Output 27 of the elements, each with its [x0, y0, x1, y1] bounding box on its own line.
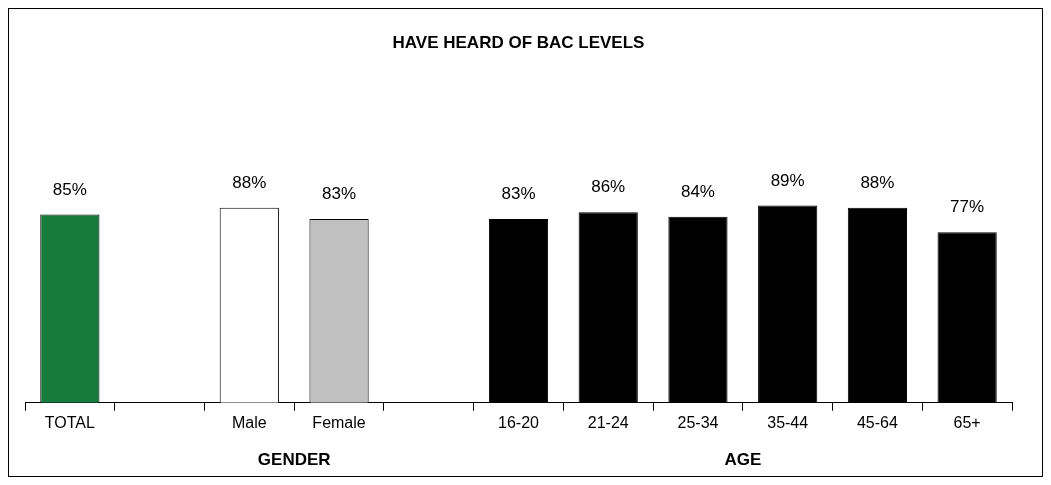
x-tick-label: 35-44: [767, 413, 809, 431]
bar: [488, 218, 549, 403]
text: GENDER: [257, 449, 331, 469]
data-label: 86%: [591, 177, 626, 197]
data-label: 88%: [232, 173, 267, 193]
x-tick-label: 16-20: [498, 413, 540, 431]
x-tick-label: Female: [312, 413, 366, 431]
chart-title: HAVE HEARD OF BAC LEVELS: [392, 32, 645, 52]
x-tick-label: 45-64: [856, 413, 898, 431]
bar: [578, 212, 638, 403]
data-label: 77%: [950, 197, 985, 217]
bar: [847, 207, 908, 403]
text: AGE: [724, 449, 762, 469]
bar: [937, 232, 997, 403]
bar: [758, 205, 818, 403]
bar: [668, 216, 728, 403]
x-tick-label: 21-24: [587, 413, 629, 431]
data-label: 83%: [322, 184, 357, 204]
data-label: 88%: [860, 173, 895, 193]
data-label: 84%: [680, 181, 715, 201]
x-tick-label: 25-34: [677, 413, 719, 431]
x-tick-label: Male: [231, 413, 267, 431]
data-label: 83%: [501, 184, 536, 204]
data-label: 89%: [770, 170, 805, 190]
x-tick-label: TOTAL: [44, 413, 95, 431]
data-label: 85%: [52, 179, 87, 199]
x-tick-label: 65+: [953, 413, 981, 431]
